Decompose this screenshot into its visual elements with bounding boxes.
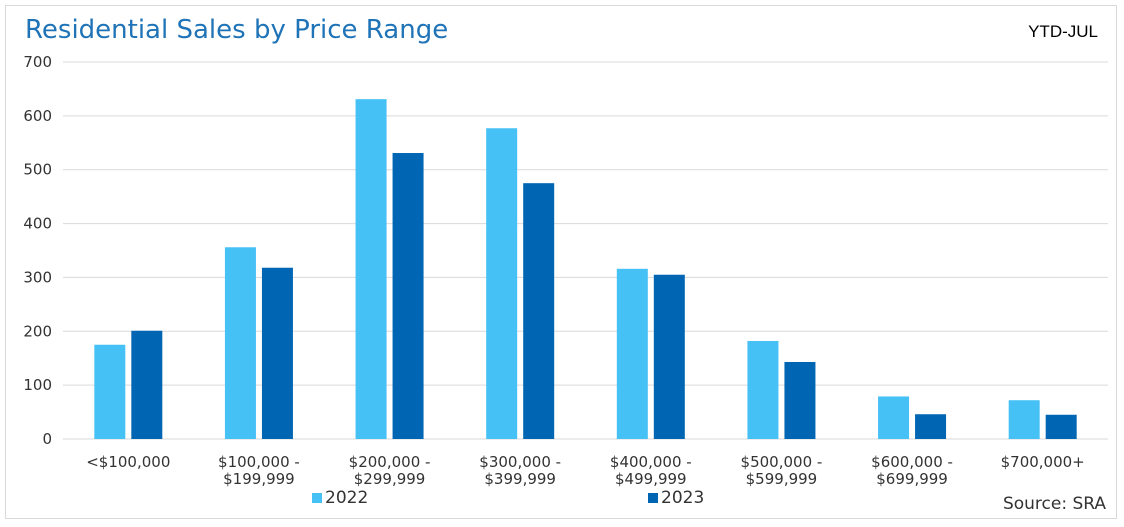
bar-2022-4	[616, 268, 648, 439]
y-tick-label: 300	[23, 268, 52, 286]
x-tick-label: <$100,000	[86, 453, 170, 471]
y-tick-label: 100	[23, 376, 52, 394]
bar-2023-4	[653, 274, 685, 439]
bar-2023-2	[392, 153, 424, 440]
y-tick-label: 700	[23, 53, 52, 71]
bar-2023-0	[131, 330, 163, 439]
legend-label-2022: 2022	[325, 488, 369, 508]
y-tick-label: 0	[42, 430, 52, 448]
x-tick-label: $400,000 -$499,999	[610, 453, 692, 488]
bar-2023-6	[915, 414, 947, 439]
source-label: Source: SRA	[1002, 494, 1106, 514]
legend-swatch-2023	[648, 493, 658, 503]
gridlines	[63, 61, 1108, 440]
x-tick-label: $200,000 -$299,999	[349, 453, 431, 488]
bar-2022-6	[878, 396, 910, 439]
x-tick-label: $700,000+	[1001, 453, 1085, 471]
chart-title: Residential Sales by Price Range	[25, 15, 449, 45]
x-tick-label: $600,000 -$699,999	[871, 453, 953, 488]
y-tick-label: 400	[23, 215, 52, 233]
bar-2022-2	[355, 99, 387, 439]
y-axis-ticks: 0 100 200 300 400 500 600 700	[23, 53, 52, 448]
legend-label-2023: 2023	[661, 488, 705, 508]
bar-2022-0	[94, 344, 126, 439]
bar-2023-1	[261, 267, 293, 439]
bar-2023-5	[784, 361, 816, 439]
bar-2022-1	[224, 247, 256, 439]
y-tick-label: 600	[23, 107, 52, 125]
y-tick-label: 200	[23, 322, 52, 340]
legend-item-2022: 2022	[312, 488, 368, 508]
x-tick-label: $100,000 -$199,999	[218, 453, 300, 488]
x-tick-label: $500,000 -$599,999	[741, 453, 823, 488]
bar-2023-7	[1045, 414, 1077, 439]
bars	[94, 99, 1077, 440]
x-tick-label: $300,000 -$399,999	[479, 453, 561, 488]
bar-2022-3	[486, 128, 518, 439]
period-label: YTD-JUL	[1028, 22, 1098, 41]
y-tick-label: 500	[23, 161, 52, 179]
x-axis-ticks: <$100,000 $100,000 -$199,999 $200,000 -$29…	[86, 453, 1085, 488]
bar-2022-7	[1008, 400, 1040, 439]
legend-item-2023: 2023	[648, 488, 704, 508]
bar-2023-3	[523, 183, 555, 439]
bar-2022-5	[747, 340, 779, 439]
legend-swatch-2022	[312, 493, 322, 503]
